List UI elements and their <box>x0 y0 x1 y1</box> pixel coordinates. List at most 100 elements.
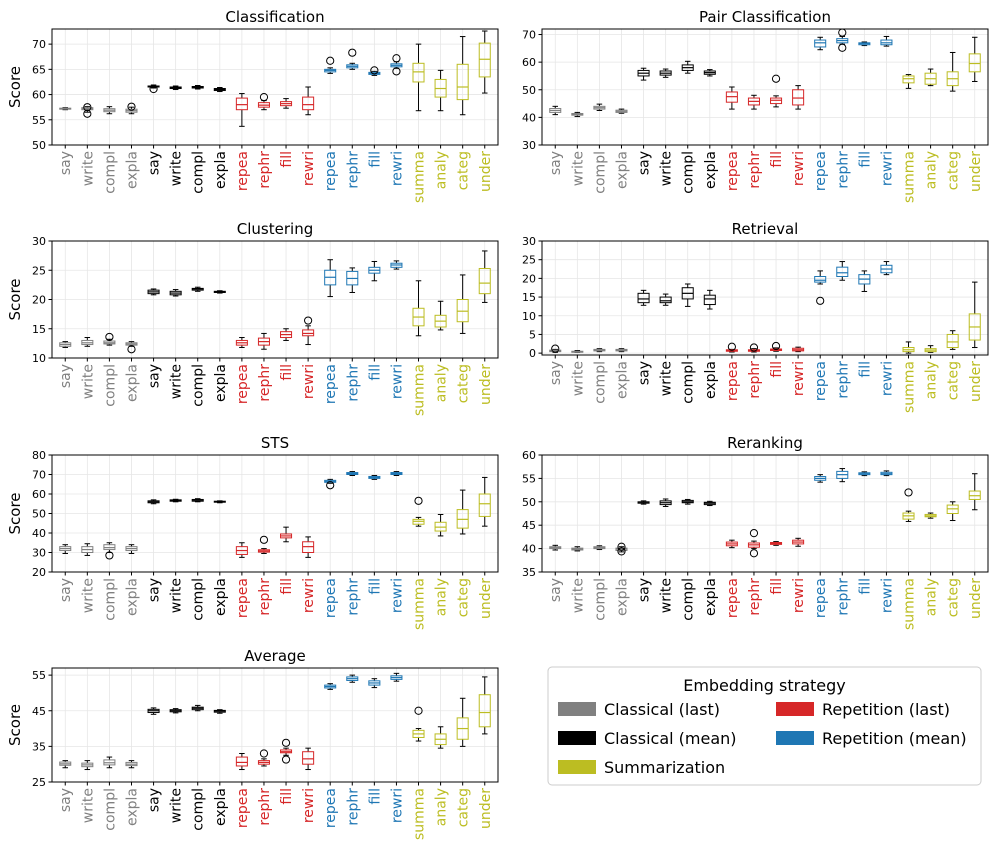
legend-label: Classical (mean) <box>604 729 737 748</box>
box-analy <box>924 68 937 87</box>
box-categ <box>456 36 469 116</box>
x-tick-label-rephr: rephr <box>835 578 851 616</box>
outlier-point <box>348 48 357 57</box>
box-fill <box>280 98 293 109</box>
x-tick-label-repea: repea <box>235 151 251 191</box>
box-rephr <box>257 332 270 350</box>
box-write <box>659 293 672 306</box>
box-say <box>147 288 160 296</box>
box-under <box>478 250 491 303</box>
outlier-point <box>414 706 423 715</box>
box-summa <box>412 706 425 742</box>
y-tick-label: 30 <box>32 547 46 560</box>
x-tick-label-fill: fill <box>769 361 785 378</box>
x-tick-label-rephr: rephr <box>747 578 763 616</box>
box-compl <box>103 756 116 769</box>
box-analy <box>434 69 447 112</box>
box-write <box>659 498 672 507</box>
box-compl <box>103 332 116 346</box>
box-compl <box>681 498 694 505</box>
outlier-point <box>127 102 136 111</box>
box-rephr <box>747 94 760 110</box>
x-tick-label-expla: expla <box>614 578 630 616</box>
x-tick-label-write: write <box>570 361 586 396</box>
outlier-point <box>370 66 379 75</box>
box-iqr <box>902 75 915 84</box>
box-rewri <box>390 672 403 682</box>
outlier-point <box>259 749 269 758</box>
panel-title: Reranking <box>727 434 803 452</box>
x-tick-label-rewri: rewri <box>791 361 807 396</box>
box-repea <box>235 337 248 348</box>
outlier-point <box>838 43 847 52</box>
box-iqr <box>478 493 491 517</box>
x-tick-label-rephr: rephr <box>345 364 361 402</box>
legend: Embedding strategy Classical (last) Repeti… <box>547 666 982 786</box>
x-tick-label-fill: fill <box>769 578 785 595</box>
x-tick-label-write: write <box>659 361 675 396</box>
legend-swatch <box>776 702 814 716</box>
y-tick-label: 5 <box>529 328 536 341</box>
outlier-point <box>414 496 423 505</box>
x-tick-label-summa: summa <box>412 151 428 203</box>
outlier-point <box>749 529 759 538</box>
outlier-point <box>83 109 92 118</box>
y-tick-label: 20 <box>32 566 46 579</box>
x-tick-label-rephr: rephr <box>345 788 361 826</box>
x-tick-label-repea: repea <box>323 788 339 828</box>
y-tick-label: 45 <box>522 519 536 532</box>
box-categ <box>456 697 469 747</box>
outlier-point <box>105 332 114 342</box>
box-expla <box>703 289 716 310</box>
box-say <box>637 500 650 505</box>
box-analy <box>434 300 447 331</box>
box-iqr <box>412 62 425 83</box>
y-tick-label: 40 <box>32 527 46 540</box>
box-fill <box>770 541 783 546</box>
y-tick-label: 15 <box>32 323 46 336</box>
box-rephr <box>257 535 270 554</box>
legend-label: Summarization <box>604 758 725 777</box>
box-under <box>968 473 981 511</box>
x-tick-label-repea: repea <box>235 364 251 404</box>
outlier-point <box>551 344 560 353</box>
x-tick-label-rewri: rewri <box>879 361 895 396</box>
y-tick-label: 20 <box>32 294 46 307</box>
outlier-point <box>392 54 401 63</box>
x-tick-label-rewri: rewri <box>301 788 317 823</box>
x-tick-label-repea: repea <box>813 578 829 618</box>
legend-label: Repetition (last) <box>822 700 950 719</box>
x-tick-label-rephr: rephr <box>747 151 763 189</box>
x-tick-label-compl: compl <box>102 578 118 621</box>
plot-area <box>542 241 988 355</box>
box-iqr <box>478 694 491 728</box>
box-write <box>659 68 672 78</box>
legend-swatch <box>776 731 814 745</box>
box-compl <box>191 84 204 90</box>
box-categ <box>946 330 959 350</box>
x-tick-label-write: write <box>169 364 185 399</box>
y-tick-label: 15 <box>522 291 536 304</box>
x-tick-label-analy: analy <box>924 361 940 399</box>
panel-title: Retrieval <box>732 220 799 238</box>
box-analy <box>434 726 447 749</box>
x-tick-label-rephr: rephr <box>835 151 851 189</box>
y-tick-label: 0 <box>529 347 536 360</box>
plot-area <box>542 29 988 145</box>
box-rephr <box>346 674 359 683</box>
x-tick-label-expla: expla <box>124 364 140 402</box>
x-tick-label-categ: categ <box>946 578 962 617</box>
box-fill <box>368 260 381 282</box>
box-fill <box>770 74 783 108</box>
box-say <box>637 289 650 306</box>
box-repea <box>324 259 337 298</box>
legend-swatch <box>558 731 596 745</box>
box-rewri <box>880 35 893 47</box>
x-tick-label-rephr: rephr <box>257 578 273 616</box>
x-tick-label-fill: fill <box>367 788 383 805</box>
x-tick-label-repea: repea <box>813 151 829 191</box>
x-tick-label-say: say <box>147 364 163 388</box>
box-summa <box>412 280 425 337</box>
box-rewri <box>302 536 315 558</box>
